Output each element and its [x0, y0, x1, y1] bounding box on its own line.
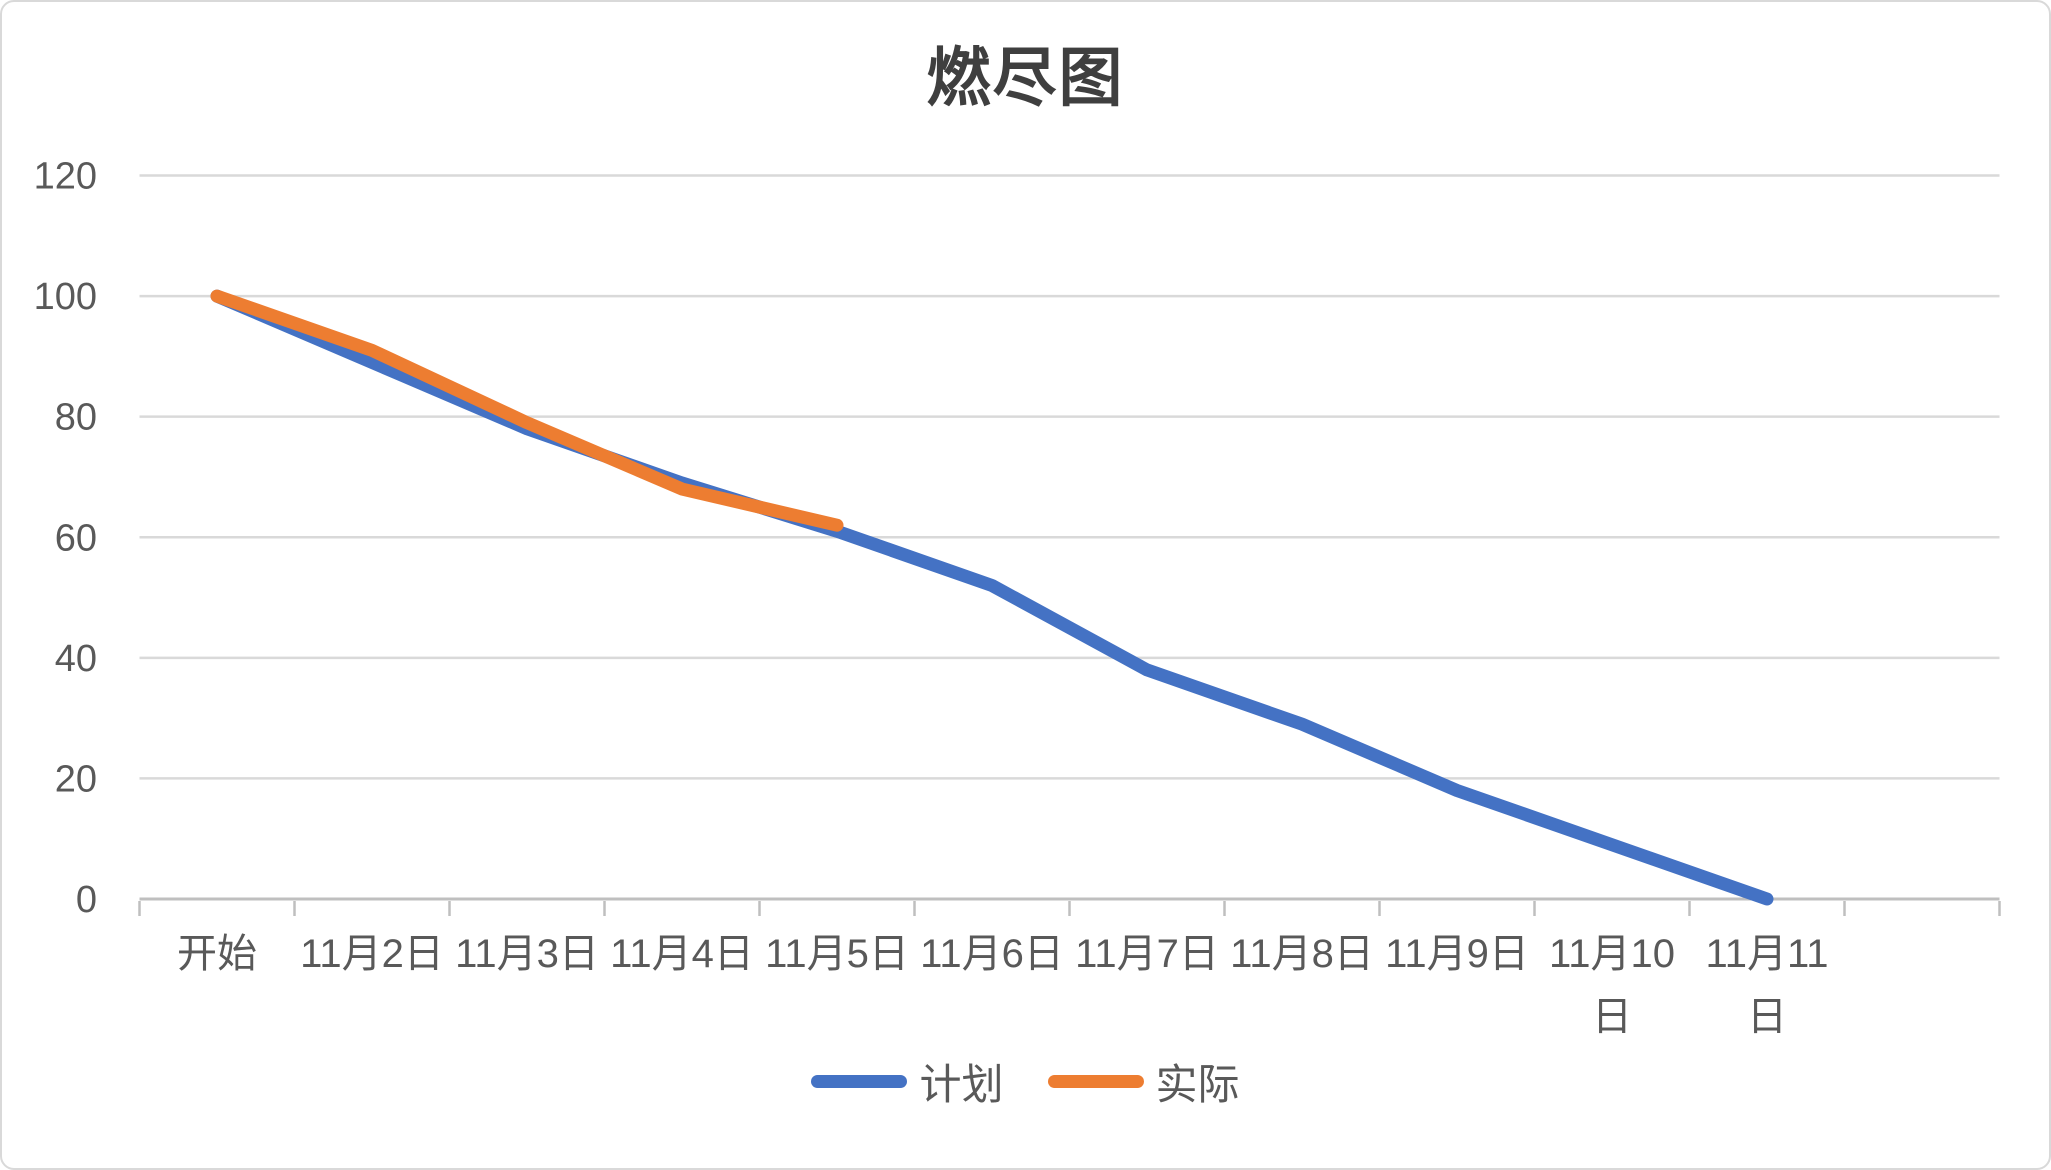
y-axis-label: 0: [76, 879, 97, 921]
legend: 计划 实际: [2, 1048, 2049, 1114]
legend-item-plan: 计划: [811, 1051, 1004, 1112]
x-axis-label: 11月8日: [1230, 932, 1374, 976]
x-axis-label: 开始: [177, 932, 257, 976]
series-line-plan: [210, 289, 1774, 906]
y-axis-label: 60: [55, 517, 97, 559]
legend-label-plan: 计划: [919, 1060, 1004, 1108]
y-axis-label: 100: [34, 276, 97, 318]
y-axis-label: 120: [34, 156, 97, 198]
chart-title: 燃尽图: [926, 42, 1125, 114]
x-axis-label: 11月7日: [1075, 932, 1219, 976]
x-axis-label: 11月11 日: [1705, 932, 1828, 1039]
legend-swatch-plan: [811, 1074, 908, 1088]
series-line-actual: [210, 289, 844, 532]
y-axis-label: 80: [55, 397, 97, 439]
x-axis-label: 11月3日: [455, 932, 599, 976]
y-axis-label: 20: [55, 758, 97, 800]
legend-swatch-actual: [1047, 1074, 1144, 1088]
x-axis-label: 11月9日: [1385, 932, 1529, 976]
legend-label-actual: 实际: [1155, 1060, 1240, 1108]
x-axis-label: 11月5日: [765, 932, 909, 976]
x-axis-label: 11月2日: [300, 932, 444, 976]
x-axis-label: 11月4日: [610, 932, 754, 976]
legend-item-actual: 实际: [1047, 1051, 1240, 1112]
y-axis-label: 40: [55, 638, 97, 680]
x-axis-label: 11月6日: [920, 932, 1064, 976]
x-axis-label: 11月10 日: [1549, 932, 1675, 1039]
